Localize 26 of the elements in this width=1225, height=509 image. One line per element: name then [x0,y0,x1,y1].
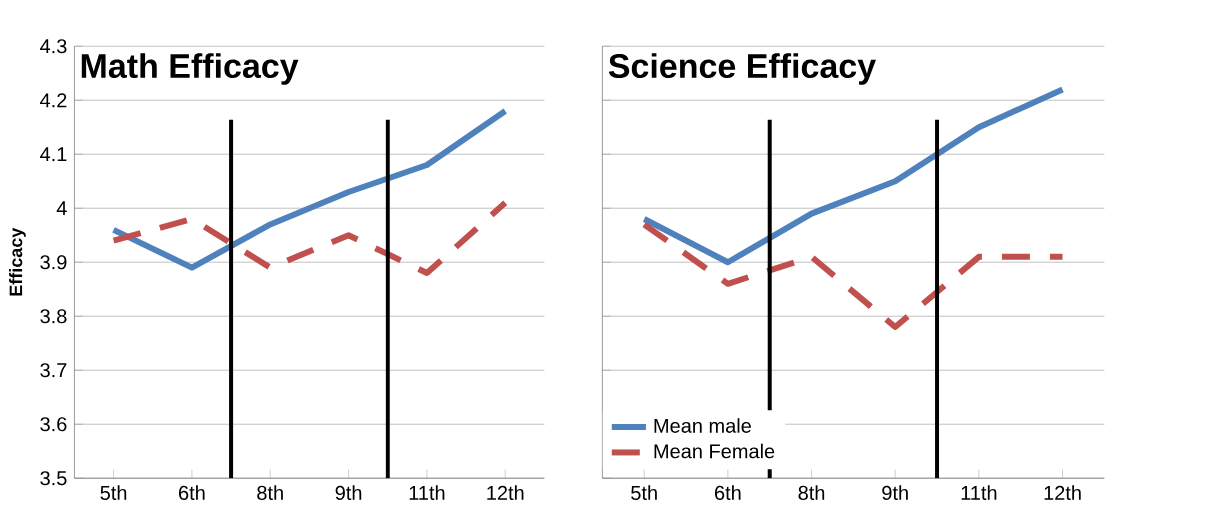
x-tick-label: 8th [798,485,825,500]
chart-title: Science Efficacy [608,53,876,85]
y-tick-label: 4.1 [40,147,67,162]
y-tick-label: 3.9 [40,255,67,270]
x-tick-label: 8th [257,485,283,500]
x-tick-label: 6th [714,485,741,500]
x-tick-label: 11th [409,485,445,500]
x-tick-label: 12th [1044,485,1081,500]
y-tick-label: 3.5 [40,471,67,486]
x-tick-label: 11th [961,485,997,500]
y-tick-label: 3.7 [40,363,67,378]
y-tick-label: 4.3 [40,39,67,54]
legend-label: Mean male [654,418,751,433]
x-tick-label: 6th [179,485,205,500]
y-tick-label: 3.6 [40,417,67,432]
legend-label: Mean Female [654,443,775,459]
x-tick-label: 9th [335,485,362,500]
x-tick-label: 5th [100,485,127,500]
y-tick-label: 4.2 [40,93,67,108]
y-tick-label: 4 [56,201,67,216]
x-tick-label: 9th [882,485,908,500]
y-tick-label: 3.8 [40,309,67,324]
x-tick-label: 5th [631,485,657,500]
chart-title: Math Efficacy [81,53,299,85]
y-axis-title: Efficacy [9,227,26,296]
x-tick-label: 12th [487,485,524,500]
